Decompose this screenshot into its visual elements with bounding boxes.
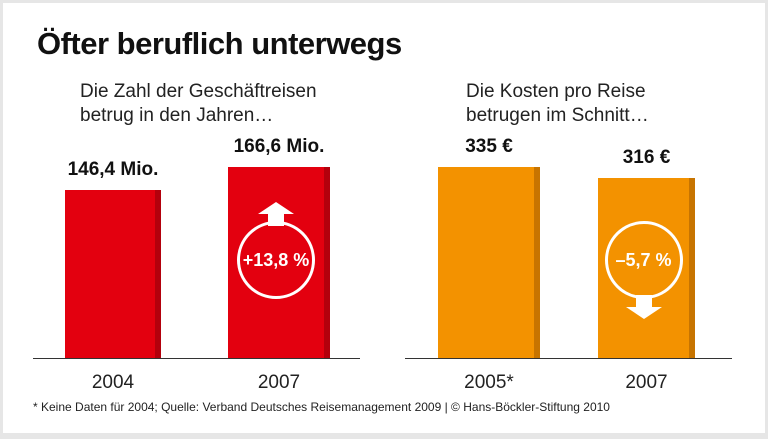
value-label: 166,6 Mio. xyxy=(233,135,325,157)
subtitle-line: Die Zahl der Geschäftreisen xyxy=(80,81,317,102)
bar xyxy=(438,167,540,358)
subtitle-line: betrugen im Schnitt… xyxy=(466,105,649,126)
bar-side xyxy=(689,177,695,358)
change-badge: –5,7 % xyxy=(604,221,683,299)
category-label: 2005* xyxy=(464,372,514,393)
arrow-down-icon xyxy=(625,295,662,319)
category-label: 2007 xyxy=(625,372,668,393)
value-label: 335 € xyxy=(465,136,513,158)
footnote: * Keine Daten für 2004; Quelle: Verband … xyxy=(33,400,610,414)
x-axis-right xyxy=(405,358,732,359)
subtitle-right: Die Kosten pro Reise betrugen im Schnitt… xyxy=(466,80,649,128)
subtitle-left: Die Zahl der Geschäftreisen betrug in de… xyxy=(80,80,317,128)
value-label: 146,4 Mio. xyxy=(67,159,159,181)
chart-title: Öfter beruflich unterwegs xyxy=(37,26,402,61)
bar xyxy=(65,190,161,358)
bar-side xyxy=(155,190,161,358)
bar-side xyxy=(324,166,330,358)
value-label: 316 € xyxy=(622,146,671,168)
category-label: 2004 xyxy=(91,372,135,393)
subtitle-line: Die Kosten pro Reise xyxy=(466,81,646,102)
arrow-up-icon xyxy=(258,202,294,226)
subtitle-line: betrug in den Jahren… xyxy=(80,105,274,126)
x-axis-left xyxy=(33,358,360,359)
category-label: 2007 xyxy=(257,372,301,393)
bar-side xyxy=(534,167,540,358)
change-badge: +13,8 % xyxy=(237,221,315,299)
